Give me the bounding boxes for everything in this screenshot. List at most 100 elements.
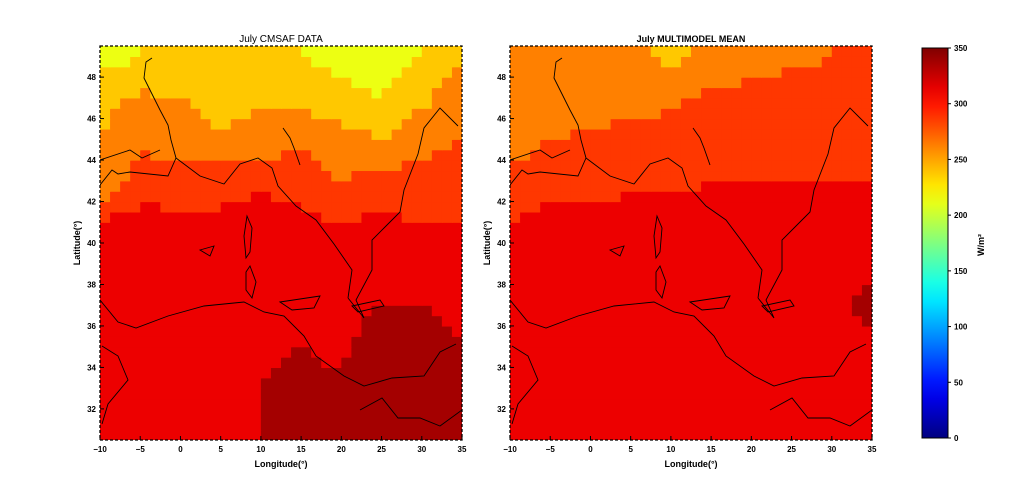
heatmap-cell — [230, 232, 242, 244]
heatmap-cell — [660, 305, 672, 317]
heatmap-cell — [240, 377, 252, 389]
panel-cmsaf: July CMSAF DATA Longitude(°) Latitude(°)… — [72, 34, 473, 469]
heatmap-cell — [560, 118, 571, 130]
heatmap-cell — [170, 87, 182, 99]
heatmap-cell — [670, 139, 682, 151]
heatmap-cell — [321, 191, 332, 203]
heatmap-cell — [441, 336, 453, 348]
heatmap-cell — [160, 108, 171, 120]
heatmap-cell — [250, 87, 262, 99]
heatmap-cell — [210, 419, 222, 431]
heatmap-cell — [421, 398, 433, 410]
heatmap-cell — [411, 170, 423, 182]
heatmap-cell — [401, 429, 413, 440]
heatmap-cell — [210, 398, 222, 410]
heatmap-cell — [150, 367, 161, 379]
heatmap-cell — [431, 263, 443, 275]
heatmap-cell — [650, 398, 662, 410]
heatmap-cell — [401, 66, 413, 78]
heatmap-cell — [250, 46, 262, 57]
heatmap-cell — [341, 149, 352, 161]
heatmap-cell — [230, 170, 242, 182]
heatmap-cell — [250, 149, 262, 161]
heatmap-cell — [771, 408, 783, 420]
heatmap-cell — [801, 253, 813, 265]
heatmap-cell — [540, 201, 551, 213]
heatmap-cell — [291, 180, 302, 192]
heatmap-cell — [640, 377, 652, 389]
heatmap-cell — [570, 56, 581, 68]
heatmap-cell — [271, 440, 282, 451]
heatmap-cell — [401, 408, 413, 420]
heatmap-cell — [570, 336, 581, 348]
heatmap-cell — [270, 325, 282, 337]
heatmap-cell — [680, 408, 692, 420]
heatmap-cell — [831, 274, 843, 286]
heatmap-cell — [250, 377, 262, 389]
heatmap-cell — [600, 118, 612, 130]
heatmap-cell — [341, 336, 352, 348]
heatmap-cell — [230, 305, 242, 317]
heatmap-cell — [270, 97, 282, 109]
heatmap-cell — [771, 367, 783, 379]
heatmap-cell — [200, 211, 212, 223]
heatmap-cell — [640, 243, 652, 254]
heatmap-cell — [191, 440, 202, 451]
heatmap-cell — [841, 243, 853, 254]
heatmap-cell — [110, 253, 121, 265]
heatmap-cell — [872, 87, 883, 98]
heatmap-cell — [580, 325, 592, 337]
heatmap-cell — [741, 128, 752, 140]
heatmap-cell — [711, 87, 722, 99]
heatmap-cell — [530, 253, 541, 265]
heatmap-cell — [731, 346, 742, 358]
heatmap-cell — [462, 56, 473, 67]
heatmap-cell — [590, 191, 602, 203]
heatmap-cell — [580, 46, 592, 47]
heatmap-cell — [371, 191, 383, 203]
heatmap-cell — [701, 346, 712, 358]
heatmap-cell — [441, 222, 453, 234]
heatmap-cell — [841, 336, 853, 348]
heatmap-cell — [570, 87, 581, 99]
heatmap-cell — [130, 357, 141, 369]
heatmap-cell — [600, 357, 612, 369]
heatmap-cell — [761, 263, 773, 275]
heatmap-cell — [540, 253, 551, 265]
heatmap-cell — [791, 46, 803, 47]
heatmap-cell — [650, 66, 662, 78]
heatmap-cell — [701, 77, 712, 89]
heatmap-cell — [831, 388, 843, 400]
heatmap-cell — [701, 180, 712, 192]
heatmap-cell — [311, 108, 322, 120]
heatmap-cell — [600, 377, 612, 389]
heatmap-cell — [711, 149, 722, 161]
heatmap-cell — [140, 377, 151, 389]
heatmap-cell — [240, 232, 252, 244]
heatmap-cell — [260, 128, 272, 140]
heatmap-cell — [680, 232, 692, 244]
heatmap-cell — [540, 46, 551, 47]
heatmap-cell — [120, 419, 131, 431]
heatmap-cell — [650, 243, 662, 254]
heatmap-cell — [560, 149, 571, 161]
heatmap-cell — [180, 419, 192, 431]
heatmap-cell — [220, 87, 232, 99]
heatmap-cell — [301, 77, 312, 89]
heatmap-cell — [861, 284, 872, 296]
heatmap-cell — [260, 211, 272, 223]
heatmap-cell — [441, 149, 453, 161]
heatmap-cell — [680, 346, 692, 358]
heatmap-cell — [401, 274, 413, 286]
heatmap-cell — [590, 253, 602, 265]
heatmap-cell — [140, 56, 151, 68]
heatmap-cell — [620, 398, 632, 410]
heatmap-cell — [771, 325, 783, 337]
heatmap-cell — [741, 408, 752, 420]
heatmap-cell — [230, 315, 242, 327]
heatmap-cell — [600, 305, 612, 317]
heatmap-cell — [731, 191, 742, 203]
heatmap-cell — [630, 253, 642, 265]
heatmap-cell — [462, 357, 473, 368]
heatmap-cell — [411, 419, 423, 431]
